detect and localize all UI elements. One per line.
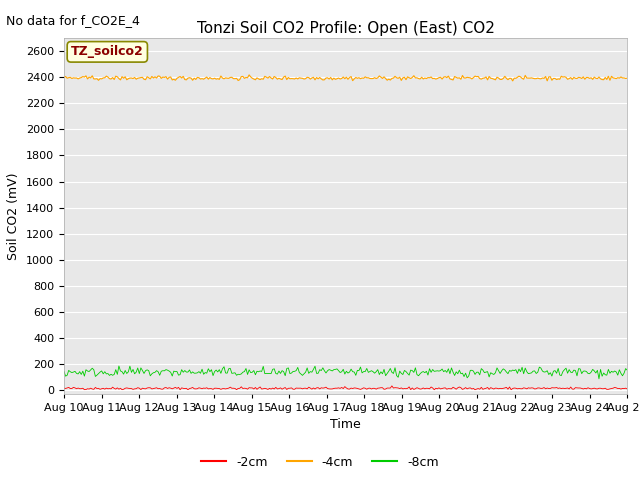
-8cm (230, 370, 237, 376)
Text: No data for f_CO2E_4: No data for f_CO2E_4 (6, 14, 140, 27)
-4cm (248, 75, 256, 81)
-8cm (60, 369, 68, 374)
-2cm (623, 386, 631, 392)
-8cm (131, 371, 138, 377)
-2cm (388, 383, 396, 389)
-4cm (623, 75, 631, 81)
-4cm (595, 74, 603, 80)
Line: -2cm: -2cm (64, 386, 627, 390)
-2cm (176, 387, 184, 393)
Text: TZ_soilco2: TZ_soilco2 (71, 45, 144, 59)
-2cm (248, 385, 256, 391)
-2cm (230, 385, 237, 391)
-4cm (228, 74, 236, 80)
-8cm (595, 376, 603, 382)
-2cm (595, 385, 603, 391)
-8cm (248, 370, 256, 375)
-2cm (129, 386, 137, 392)
-8cm (623, 367, 631, 373)
-2cm (308, 386, 316, 392)
Line: -8cm: -8cm (64, 366, 627, 379)
Title: Tonzi Soil CO2 Profile: Open (East) CO2: Tonzi Soil CO2 Profile: Open (East) CO2 (196, 21, 495, 36)
-4cm (245, 72, 253, 78)
-8cm (593, 368, 601, 373)
-4cm (258, 76, 266, 82)
-4cm (60, 75, 68, 81)
-8cm (115, 363, 123, 369)
-8cm (258, 369, 266, 374)
-4cm (308, 75, 316, 81)
-8cm (308, 369, 316, 375)
-2cm (60, 385, 68, 391)
-4cm (129, 76, 137, 82)
Y-axis label: Soil CO2 (mV): Soil CO2 (mV) (8, 172, 20, 260)
-4cm (509, 78, 516, 84)
X-axis label: Time: Time (330, 418, 361, 431)
-2cm (258, 386, 266, 392)
Line: -4cm: -4cm (64, 75, 627, 81)
Legend: -2cm, -4cm, -8cm: -2cm, -4cm, -8cm (196, 451, 444, 474)
